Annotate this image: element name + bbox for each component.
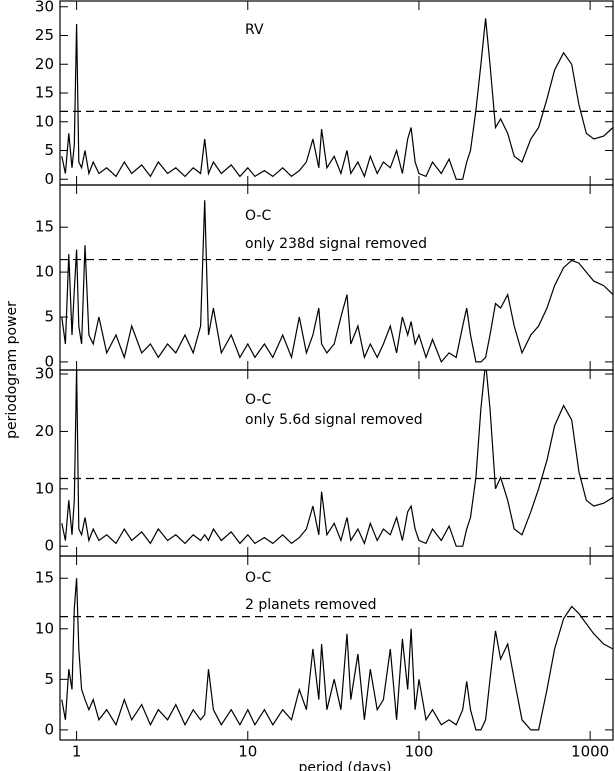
y-tick-label: 5: [44, 308, 54, 326]
y-tick-label: 25: [35, 26, 54, 44]
y-tick-label: 20: [35, 422, 54, 440]
x-tick-label: 1000: [571, 743, 609, 761]
x-tick-label: 1: [72, 743, 82, 761]
x-tick-label: 10: [238, 743, 257, 761]
annotation: only 238d signal removed: [245, 236, 427, 252]
y-tick-label: 20: [35, 55, 54, 73]
y-tick-label: 5: [44, 141, 54, 159]
y-tick-label: 15: [35, 569, 54, 587]
y-tick-label: 15: [35, 84, 54, 102]
y-tick-label: 10: [35, 479, 54, 497]
annotation: O-C: [245, 570, 271, 586]
y-tick-label: 15: [35, 218, 54, 236]
y-axis-label: periodogram power: [4, 301, 20, 439]
annotation: 2 planets removed: [245, 597, 376, 613]
panel-frame: [59, 555, 614, 741]
annotation: RV: [245, 22, 264, 38]
panel-frame: [59, 0, 614, 186]
y-tick-label: 0: [44, 352, 54, 370]
y-tick-label: 10: [35, 263, 54, 281]
y-tick-label: 5: [44, 670, 54, 688]
periodogram-line: [61, 578, 613, 731]
panel-frame: [59, 184, 614, 371]
x-axis-label: period (days): [298, 760, 391, 771]
annotation: O-C: [245, 208, 271, 224]
periodogram-line: [61, 18, 613, 180]
periodogram-line: [61, 200, 613, 364]
y-tick-label: 0: [44, 537, 54, 555]
y-tick-label: 10: [35, 112, 54, 130]
y-tick-label: 10: [35, 619, 54, 637]
periodogram-line: [61, 370, 613, 547]
y-tick-label: 30: [35, 0, 54, 15]
x-tick-label: 100: [405, 743, 434, 761]
annotation: O-C: [245, 392, 271, 408]
annotation: only 5.6d signal removed: [245, 412, 423, 428]
y-tick-label: 0: [44, 720, 54, 738]
y-tick-label: 30: [35, 365, 54, 383]
y-tick-label: 0: [44, 170, 54, 188]
